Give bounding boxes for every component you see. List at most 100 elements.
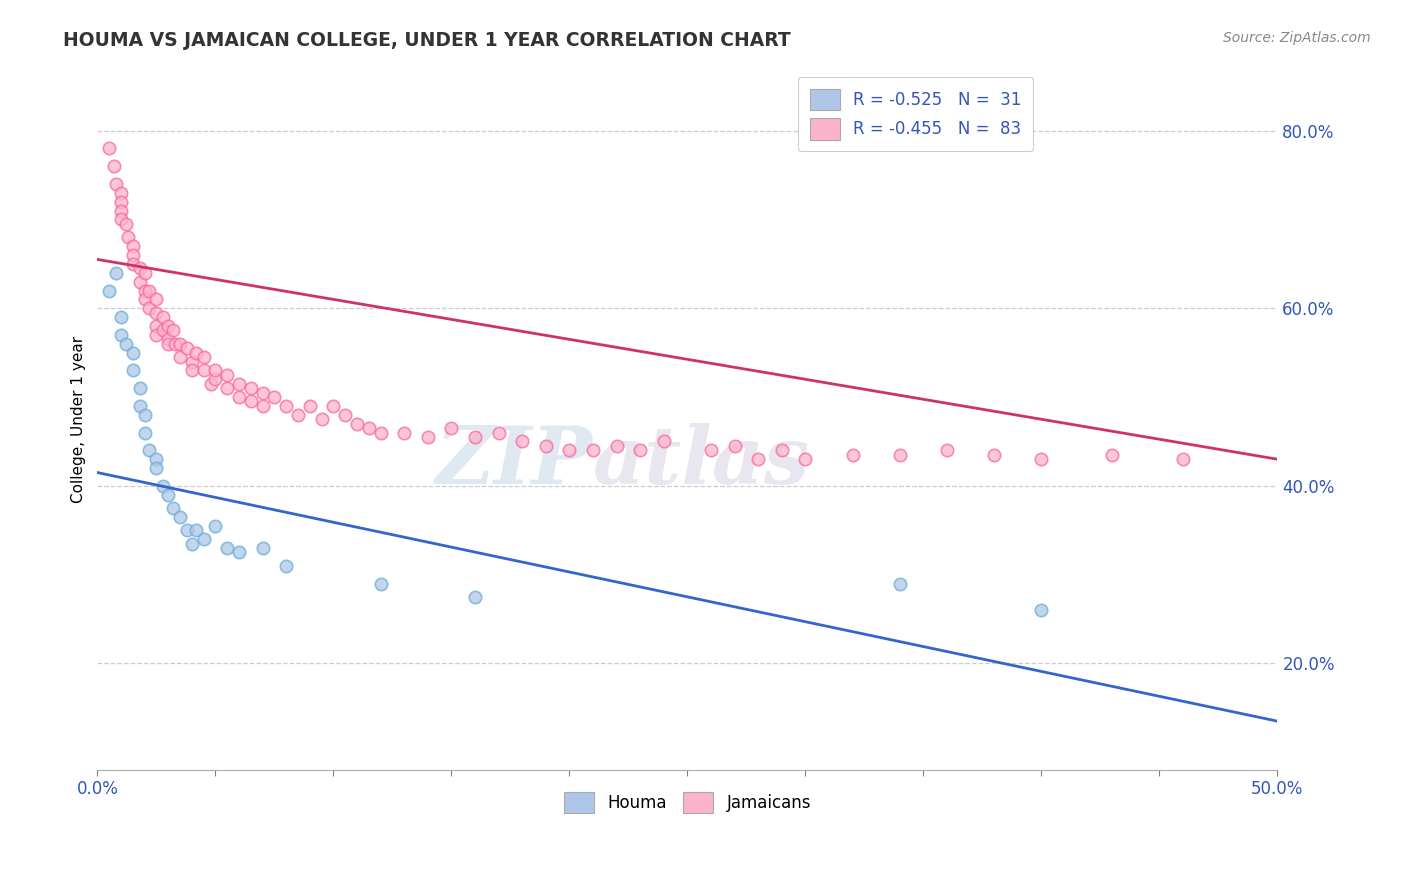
Point [138,301,160,316]
Point [239,381,262,395]
Point [128,261,150,276]
Point [180,536,202,550]
Point [145,318,167,333]
Point [252,385,274,400]
Point [276,558,298,573]
Point [176,341,198,355]
Point [1031,452,1053,467]
Point [357,421,380,435]
Point [488,425,510,440]
Point [121,248,143,262]
Point [204,518,226,533]
Point [145,452,167,467]
Point [162,323,184,337]
Point [128,275,150,289]
Point [152,310,174,325]
Point [138,284,160,298]
Point [228,545,250,559]
Point [889,576,911,591]
Point [134,408,156,422]
Point [121,257,143,271]
Point [145,461,167,475]
Point [114,217,136,231]
Point [110,327,132,342]
Point [217,368,239,382]
Point [606,439,628,453]
Point [217,541,239,555]
Point [582,443,605,458]
Point [416,430,439,444]
Point [152,323,174,337]
Point [121,239,143,253]
Point [180,354,202,368]
Point [440,421,463,435]
Y-axis label: College, Under 1 year: College, Under 1 year [72,335,86,503]
Point [464,430,486,444]
Point [128,399,150,413]
Point [145,327,167,342]
Point [333,408,356,422]
Point [628,443,651,458]
Point [157,332,180,346]
Point [322,399,344,413]
Point [186,345,208,359]
Point [110,212,132,227]
Point [936,443,959,458]
Point [193,532,215,546]
Point [464,590,486,604]
Point [228,376,250,391]
Point [239,394,262,409]
Point [252,541,274,555]
Point [700,443,723,458]
Point [121,345,143,359]
Point [723,439,745,453]
Point [370,425,392,440]
Point [392,425,415,440]
Point [276,399,298,413]
Point [114,336,136,351]
Point [110,310,132,325]
Point [157,336,180,351]
Point [287,408,309,422]
Point [204,372,226,386]
Point [1101,448,1123,462]
Point [193,350,215,364]
Point [134,425,156,440]
Point [534,439,557,453]
Point [134,284,156,298]
Point [510,434,533,449]
Legend: Houma, Jamaicans: Houma, Jamaicans [553,780,823,825]
Point [983,448,1005,462]
Point [110,194,132,209]
Text: atlas: atlas [593,423,810,500]
Point [162,501,184,516]
Point [370,576,392,591]
Point [193,363,215,377]
Point [157,318,180,333]
Point [128,381,150,395]
Point [200,376,222,391]
Point [98,141,121,155]
Point [134,266,156,280]
Point [747,452,769,467]
Point [169,336,191,351]
Point [186,523,208,537]
Point [110,203,132,218]
Point [217,381,239,395]
Point [889,448,911,462]
Point [117,230,139,244]
Point [298,399,321,413]
Point [169,510,191,524]
Point [176,523,198,537]
Point [204,363,226,377]
Point [311,412,333,426]
Point [346,417,368,431]
Point [98,284,121,298]
Point [165,336,187,351]
Point [1171,452,1194,467]
Point [263,390,285,404]
Point [841,448,863,462]
Text: Source: ZipAtlas.com: Source: ZipAtlas.com [1223,31,1371,45]
Text: ZIP: ZIP [436,423,593,500]
Point [252,399,274,413]
